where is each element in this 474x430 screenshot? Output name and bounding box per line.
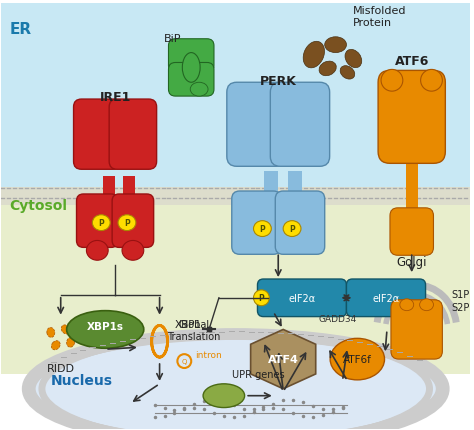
Text: PERK: PERK [260,75,297,88]
Text: Q: Q [182,358,187,364]
Text: P: P [260,224,265,233]
Text: IRE1: IRE1 [100,91,131,104]
FancyBboxPatch shape [168,40,214,73]
Bar [406,157,418,216]
Ellipse shape [330,338,384,380]
Text: Golgi: Golgi [396,255,427,269]
Bar [1,4,470,201]
Text: intron: intron [195,350,222,359]
FancyBboxPatch shape [270,83,329,167]
Ellipse shape [28,335,443,430]
Ellipse shape [340,67,355,80]
Bar [1,201,470,374]
FancyBboxPatch shape [227,83,286,167]
Text: Cytosol: Cytosol [9,198,67,212]
FancyBboxPatch shape [391,300,442,359]
FancyBboxPatch shape [232,192,281,255]
Ellipse shape [182,53,200,83]
Ellipse shape [61,325,70,334]
FancyBboxPatch shape [257,280,346,317]
FancyBboxPatch shape [390,209,433,256]
Ellipse shape [419,299,433,311]
Ellipse shape [86,241,108,261]
Ellipse shape [190,83,208,97]
Bar [264,172,278,201]
Text: Nucleus: Nucleus [51,373,113,387]
Text: S1P
S2P: S1P S2P [451,289,470,312]
Ellipse shape [400,299,414,311]
Text: P: P [289,224,295,233]
FancyBboxPatch shape [112,194,154,248]
Ellipse shape [43,340,428,430]
Text: P: P [258,294,264,303]
Ellipse shape [303,42,325,69]
Text: P: P [124,218,130,227]
Bar [1,374,470,429]
Bar [103,177,115,204]
Ellipse shape [67,311,144,348]
Ellipse shape [47,328,55,338]
Text: Misfolded
Protein: Misfolded Protein [352,6,406,28]
FancyBboxPatch shape [275,192,325,255]
Text: XBP1: XBP1 [174,320,201,330]
Ellipse shape [325,38,346,53]
Ellipse shape [122,241,144,261]
Ellipse shape [254,221,271,237]
Text: UPR genes: UPR genes [232,369,285,379]
Text: eIF2α: eIF2α [373,293,400,303]
Text: ATF6: ATF6 [394,55,429,68]
FancyBboxPatch shape [378,71,446,164]
FancyBboxPatch shape [76,194,118,248]
Ellipse shape [254,290,269,306]
FancyBboxPatch shape [346,280,426,317]
Text: Global
Translation: Global Translation [167,319,221,341]
Text: ATF4: ATF4 [268,354,299,364]
FancyBboxPatch shape [168,63,214,97]
Text: XBP1s: XBP1s [87,322,124,332]
Text: P: P [99,218,104,227]
Bar [123,177,135,204]
Text: eIF2α: eIF2α [288,293,316,303]
Text: ATF6f: ATF6f [343,354,372,364]
FancyBboxPatch shape [109,100,156,170]
Ellipse shape [319,62,336,77]
Text: BiP: BiP [164,34,182,43]
Text: RIDD: RIDD [47,363,75,373]
Text: GADD34: GADD34 [319,314,357,323]
Ellipse shape [381,70,403,92]
Bar [1,187,470,206]
Ellipse shape [420,70,442,92]
Text: ER: ER [9,22,31,37]
FancyBboxPatch shape [73,100,121,170]
Ellipse shape [67,338,74,347]
Ellipse shape [51,341,60,350]
Ellipse shape [345,50,362,68]
Bar [288,172,302,201]
Ellipse shape [283,221,301,237]
Polygon shape [251,330,316,389]
Ellipse shape [118,215,136,231]
Ellipse shape [203,384,245,408]
Ellipse shape [92,215,110,231]
